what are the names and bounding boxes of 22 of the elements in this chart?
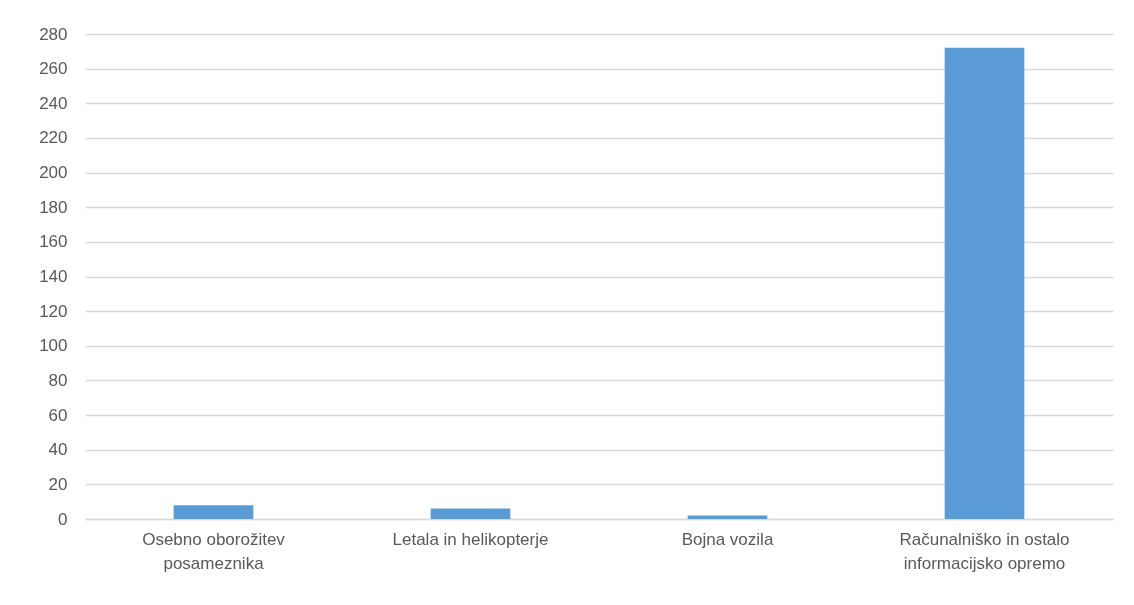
bar	[430, 508, 511, 519]
y-tick-label: 260	[39, 59, 68, 79]
y-tick-label: 40	[48, 440, 68, 460]
y-tick-label: 140	[39, 267, 68, 286]
y-tick-label: 100	[39, 336, 68, 356]
y-tick-label: 80	[48, 370, 68, 390]
y-tick-label: 200	[39, 163, 68, 183]
y-tick-label: 60	[48, 405, 68, 425]
bar	[944, 47, 1025, 519]
y-tick-label: 20	[48, 474, 68, 494]
y-tick-label: 120	[39, 301, 68, 321]
y-tick-label: 280	[39, 24, 68, 44]
x-tick-label: Bojna vozila	[681, 529, 774, 549]
y-tick-label: 180	[39, 197, 68, 217]
x-tick-label: Osebno oborožitev posameznika	[142, 529, 286, 573]
y-tick-label: 220	[39, 128, 68, 148]
y-tick-label: 240	[39, 93, 68, 113]
bar	[173, 505, 254, 519]
y-tick-label: 0	[58, 509, 68, 529]
x-tick-label: Računalniško in ostalo informacijsko opremo	[899, 529, 1070, 573]
y-tick-label: 160	[39, 232, 68, 252]
x-tick-label: Letala in helikopterje	[392, 529, 549, 549]
